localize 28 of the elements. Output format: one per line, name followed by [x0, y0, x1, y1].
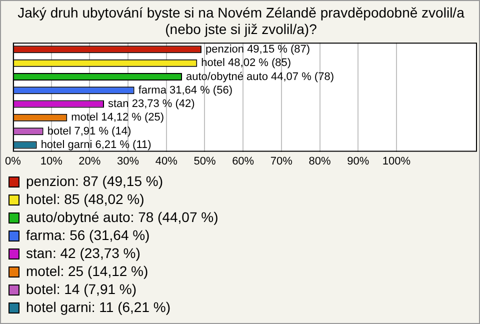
legend-label: farma: 56 (31,64 %) [26, 226, 150, 243]
data-label: stan 23,73 % (42) [108, 98, 195, 110]
data-label: motel 14,12 % (25) [71, 112, 164, 124]
legend-label: hotel garni: 11 (6,21 %) [26, 298, 170, 315]
x-tick-label: 60% [232, 155, 254, 168]
legend-label: auto/obytné auto: 78 (44,07 %) [26, 208, 218, 225]
data-label: hotel garni 6,21 % (11) [40, 139, 152, 152]
legend-label: botel: 14 (7,91 %) [26, 280, 137, 297]
legend-label: motel: 25 (14,12 %) [26, 262, 148, 279]
legend-label: penzion: 87 (49,15 %) [26, 172, 163, 189]
x-tick-label: 10% [40, 155, 63, 168]
chart-title: Jaký druh ubytování byste si na Novém Zélandě pravděpodobně zvolil/a (nebo jste si již zvolil/a)? [18, 4, 465, 38]
x-tick-label: 70% [270, 155, 293, 168]
x-tick-label: 50% [194, 155, 216, 168]
x-tick-label: 0% [5, 155, 22, 168]
legend-label: hotel: 85 (48,02 %) [26, 190, 144, 207]
data-label: auto/obytné auto 44,07 % (78) [186, 70, 334, 83]
x-tick-label: 100% [382, 155, 411, 168]
legend-label: stan: 42 (23,73 %) [26, 244, 140, 261]
x-tick-label: 80% [308, 155, 331, 168]
data-label: botel 7,91 % (14) [47, 125, 132, 138]
data-label: penzion 49,15 % (87) [205, 43, 310, 56]
x-tick-label: 20% [78, 155, 101, 168]
data-label: hotel 48,02 % (85) [201, 57, 292, 70]
data-label: farma 31,64 % (56) [138, 84, 232, 96]
x-tick-label: 30% [117, 155, 140, 168]
x-tick-label: 90% [347, 155, 370, 168]
x-tick-label: 40% [155, 155, 178, 168]
